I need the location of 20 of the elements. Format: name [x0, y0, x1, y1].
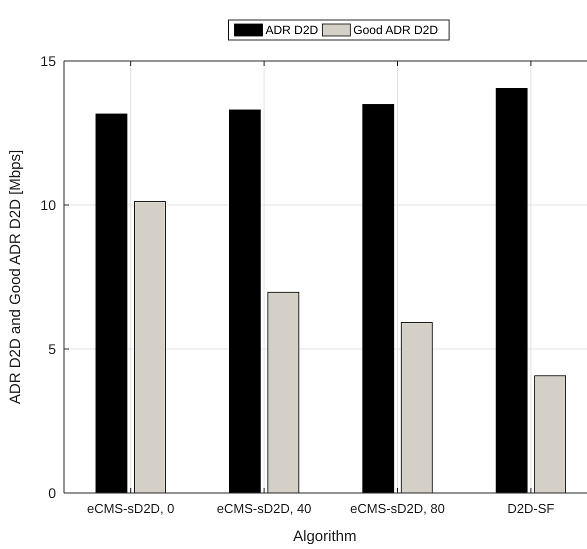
x-tick-label: eCMS-sD2D, 80 [350, 501, 445, 516]
y-axis-title: ADR D2D and Good ADR D2D [Mbps] [7, 150, 24, 404]
y-tick-label: 15 [40, 52, 56, 69]
bar [267, 292, 300, 494]
bar [496, 88, 528, 494]
y-tick-label: 5 [48, 340, 56, 357]
y-tick-label: 10 [40, 196, 56, 213]
bar [362, 104, 394, 494]
x-tick-label: D2D-SF [507, 501, 554, 516]
x-tick-label: eCMS-sD2D, 0 [86, 501, 174, 516]
bar [134, 201, 166, 494]
bar [96, 114, 128, 494]
legend-label: ADR D2D [266, 23, 319, 38]
x-axis-title: Algorithm [293, 528, 356, 545]
bar [534, 375, 566, 494]
x-tick-label: eCMS-sD2D, 40 [216, 501, 312, 516]
y-tick-label: 0 [48, 484, 56, 501]
legend-label: Good ADR D2D [353, 23, 438, 38]
bar [400, 322, 433, 494]
bar [228, 110, 261, 494]
